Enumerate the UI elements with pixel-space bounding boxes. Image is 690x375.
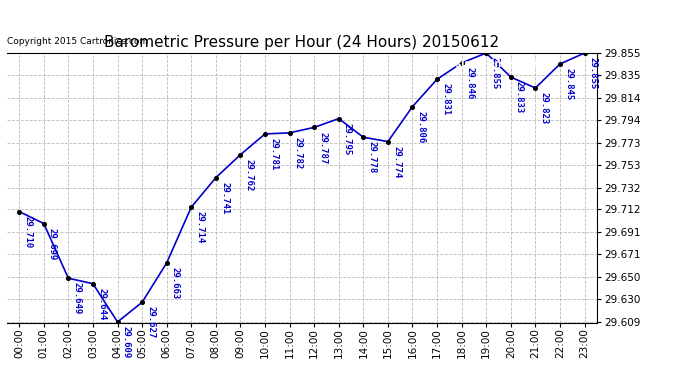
- Text: 29.762: 29.762: [244, 159, 254, 191]
- Point: [382, 139, 393, 145]
- Text: 29.774: 29.774: [392, 146, 401, 178]
- Point: [161, 260, 172, 266]
- Point: [308, 124, 319, 130]
- Point: [431, 76, 442, 82]
- Text: 29.845: 29.845: [564, 68, 573, 100]
- Point: [555, 61, 566, 67]
- Point: [284, 130, 295, 136]
- Point: [407, 104, 418, 110]
- Text: 29.855: 29.855: [491, 57, 500, 90]
- Text: 29.831: 29.831: [441, 84, 451, 116]
- Text: 29.649: 29.649: [72, 282, 81, 315]
- Text: 29.627: 29.627: [146, 306, 155, 339]
- Text: 29.846: 29.846: [466, 67, 475, 99]
- Text: 29.806: 29.806: [417, 111, 426, 143]
- Text: 29.710: 29.710: [23, 216, 32, 248]
- Point: [88, 281, 99, 287]
- Point: [579, 50, 590, 56]
- Point: [481, 50, 492, 56]
- Point: [112, 319, 123, 325]
- Point: [456, 60, 467, 66]
- Point: [358, 134, 369, 140]
- Point: [186, 204, 197, 210]
- Point: [38, 220, 49, 226]
- Text: 29.833: 29.833: [515, 81, 524, 114]
- Text: 29.609: 29.609: [121, 326, 130, 358]
- Text: 29.787: 29.787: [318, 132, 327, 164]
- Text: 29.782: 29.782: [294, 137, 303, 169]
- Text: Copyright 2015 Cartronics.com: Copyright 2015 Cartronics.com: [7, 38, 148, 46]
- Text: 29.781: 29.781: [269, 138, 278, 170]
- Point: [210, 175, 221, 181]
- Point: [505, 74, 516, 80]
- Point: [137, 299, 148, 305]
- Point: [259, 131, 270, 137]
- Text: 29.714: 29.714: [195, 211, 204, 244]
- Title: Barometric Pressure per Hour (24 Hours) 20150612: Barometric Pressure per Hour (24 Hours) …: [104, 35, 500, 50]
- Point: [333, 116, 344, 122]
- Point: [530, 85, 541, 91]
- Text: 29.823: 29.823: [540, 92, 549, 124]
- Text: 29.644: 29.644: [97, 288, 106, 320]
- Text: 29.663: 29.663: [171, 267, 180, 299]
- Text: 29.699: 29.699: [48, 228, 57, 260]
- Point: [63, 275, 74, 281]
- Text: 29.855: 29.855: [589, 57, 598, 90]
- Point: [235, 152, 246, 158]
- Text: 29.778: 29.778: [368, 141, 377, 174]
- Point: [14, 209, 25, 214]
- Text: 29.741: 29.741: [220, 182, 229, 214]
- Text: 29.795: 29.795: [343, 123, 352, 155]
